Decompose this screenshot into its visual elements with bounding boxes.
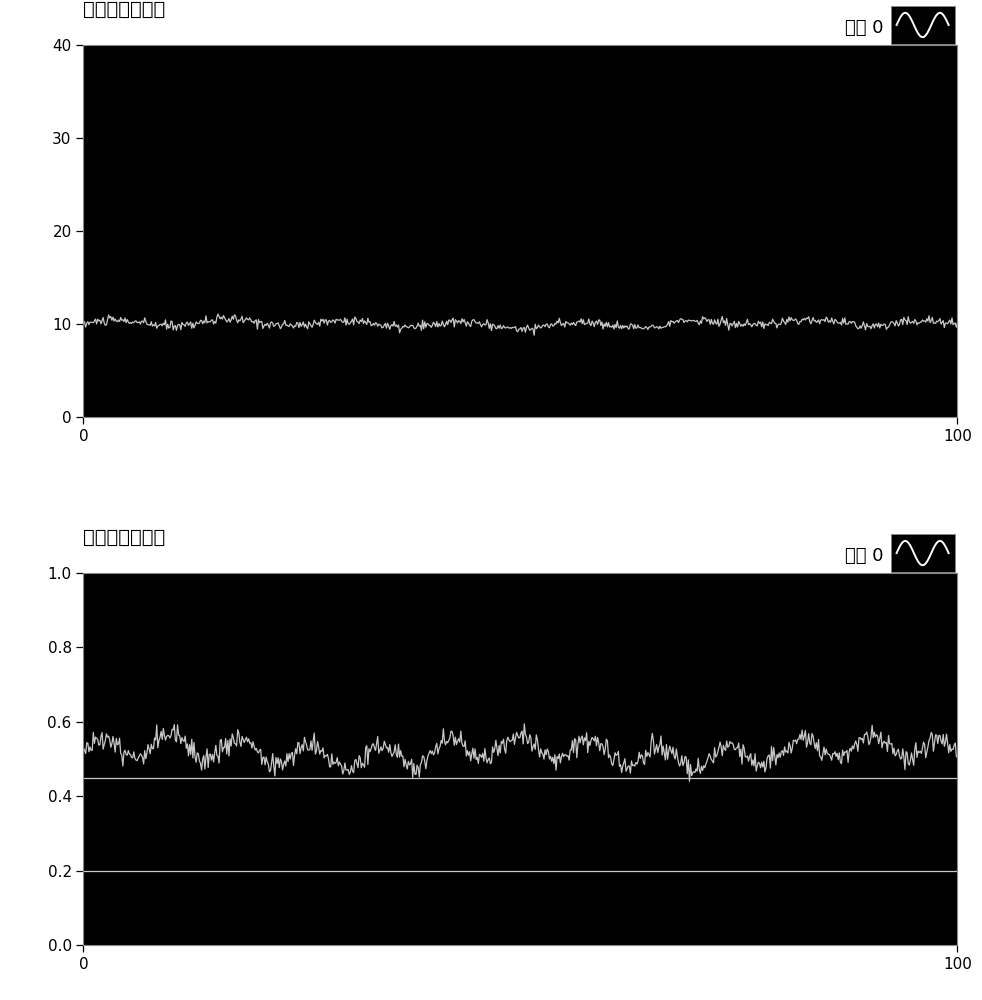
Text: 穿透束流波形图: 穿透束流波形图 <box>83 528 166 547</box>
Text: 曲线 0: 曲线 0 <box>846 547 884 565</box>
Text: 曲线 0: 曲线 0 <box>846 19 884 37</box>
Text: 穿透束流波形图: 穿透束流波形图 <box>83 0 166 18</box>
